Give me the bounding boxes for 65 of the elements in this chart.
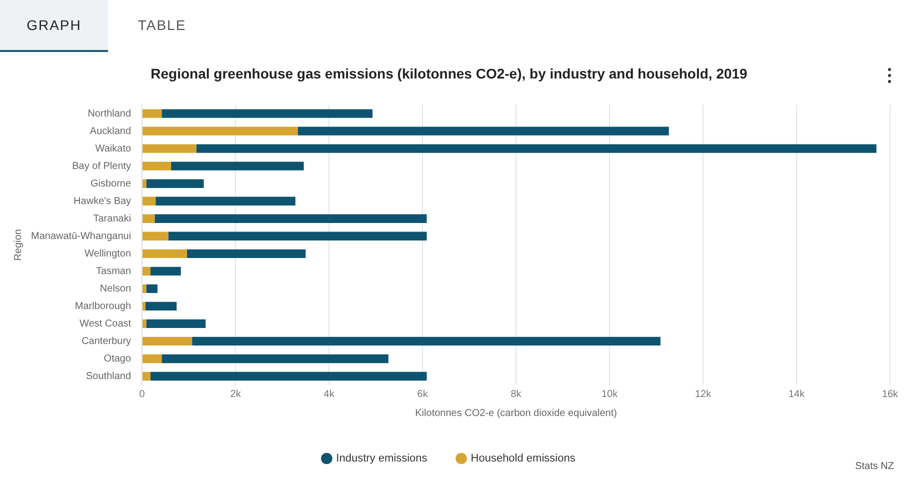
bar: [196, 144, 876, 153]
bar: [146, 319, 206, 328]
bar: [142, 302, 146, 311]
y-tick-label: Marlborough: [74, 300, 132, 312]
bar: [142, 144, 196, 153]
bar: [142, 214, 155, 223]
chart-title: Regional greenhouse gas emissions (kilotonnes CO2-e), by industry and household, 2019: [150, 65, 748, 82]
x-tick-label: 2k: [230, 388, 242, 400]
bar: [142, 232, 168, 240]
bar: [142, 354, 162, 364]
bar: [142, 372, 150, 381]
bar: [162, 354, 388, 364]
y-tick-label: Tasman: [96, 266, 132, 277]
bar: [142, 336, 192, 346]
bar: [150, 266, 181, 276]
x-tick-label: 4k: [324, 388, 336, 400]
bar: [150, 372, 427, 381]
bar: [156, 196, 296, 206]
y-tick-label: Manawatū-Whanganui: [30, 230, 132, 242]
x-tick-label: 6k: [417, 388, 429, 400]
bar: [142, 284, 146, 294]
y-tick-label: Canterbury: [82, 336, 132, 347]
bar: [142, 179, 146, 188]
bar: [192, 336, 660, 346]
bar: [142, 249, 187, 258]
bar: [154, 214, 427, 223]
y-tick-label: Nelson: [100, 283, 132, 294]
bar: [142, 196, 156, 206]
x-axis-title: Kilotonnes CO2-e (carbon dioxide equivalent): [415, 408, 617, 419]
x-tick-label: 12k: [694, 388, 712, 400]
y-tick-label: Gisborne: [90, 178, 132, 190]
bar: [142, 109, 162, 118]
y-tick-label: Otago: [104, 353, 132, 364]
bar: [168, 232, 427, 240]
text: TABLE: [136, 16, 188, 35]
x-tick-label: 16k: [882, 388, 900, 400]
y-tick-label: Northland: [88, 108, 132, 120]
text: Stats NZ: [855, 461, 894, 472]
x-tick-label: 10k: [601, 388, 619, 400]
bar: [142, 162, 172, 170]
bar: [146, 179, 204, 188]
bar: [186, 249, 306, 258]
y-tick-label: Taranaki: [93, 213, 132, 224]
y-axis-title: Region: [12, 229, 24, 261]
bar: [146, 284, 158, 294]
bar: [298, 126, 669, 136]
y-tick-label: Wellington: [84, 248, 132, 260]
bar: [142, 319, 146, 328]
bar: [145, 302, 177, 311]
bar: [171, 162, 304, 170]
y-tick-label: Waikato: [95, 143, 132, 154]
legend-label: Industry emissions: [336, 452, 428, 465]
x-tick-label: 8k: [510, 388, 522, 400]
y-tick-label: West Coast: [80, 318, 132, 330]
y-tick-label: Auckland: [90, 126, 132, 137]
y-tick-label: Southland: [86, 370, 132, 382]
x-tick-label: 14k: [788, 388, 806, 400]
text: GRAPH: [0, 0, 108, 52]
legend-label: Household emissions: [470, 452, 576, 465]
bar: [142, 266, 150, 276]
y-tick-label: Bay of Plenty: [72, 160, 132, 172]
bar: [142, 126, 298, 136]
x-tick-label: 0: [139, 388, 146, 400]
y-tick-label: Hawke's Bay: [74, 196, 132, 207]
bar: [162, 109, 373, 118]
